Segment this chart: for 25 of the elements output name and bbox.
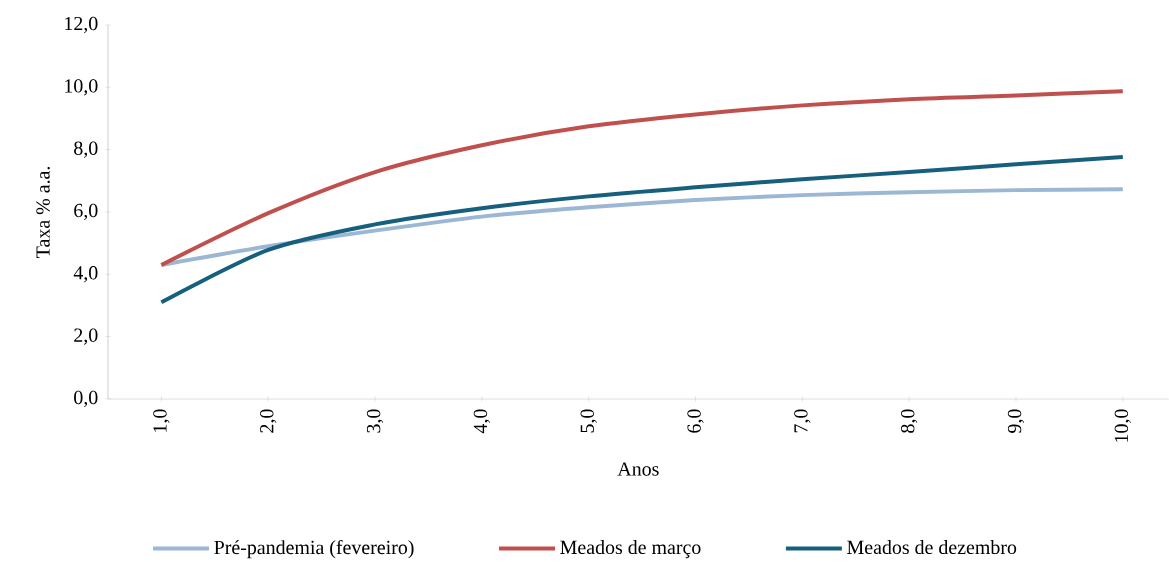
x-tick-label: 4,0: [473, 409, 491, 434]
x-tick-label: 7,0: [794, 409, 811, 433]
x-tick-label: 3,0: [366, 409, 384, 433]
line-series: [159, 154, 1125, 305]
x-tick-label: 10,0: [1114, 409, 1131, 442]
x-tick-label: 5,0: [580, 409, 597, 433]
y-tick-label: 4,0: [73, 265, 98, 283]
y-tick-label: 8,0: [74, 141, 98, 158]
x-tick-label: 8,0: [901, 409, 918, 433]
legend-label: Meados de março: [560, 539, 701, 558]
y-tick-label: 12,0: [65, 16, 98, 33]
line-series: [159, 187, 1125, 267]
x-axis-title: Anos: [617, 462, 659, 476]
x-tick-label: 6,0: [687, 409, 704, 433]
y-tick-label: 0,0: [74, 390, 98, 407]
x-tick-label: 2,0: [260, 409, 277, 433]
legend-label: Meados de dezembro: [847, 539, 1017, 554]
x-tick-label: 9,0: [1007, 409, 1025, 433]
y-tick-label: 6,0: [74, 203, 98, 220]
y-axis-title: Taxa % a.a.: [36, 166, 50, 258]
y-tick-label: 2,0: [74, 328, 98, 345]
y-tick-label: 10,0: [65, 79, 98, 96]
x-tick-label: 1,0: [153, 409, 170, 432]
legend-label: Pré-pandemia (fevereiro): [214, 539, 414, 559]
line-series: [159, 89, 1125, 267]
